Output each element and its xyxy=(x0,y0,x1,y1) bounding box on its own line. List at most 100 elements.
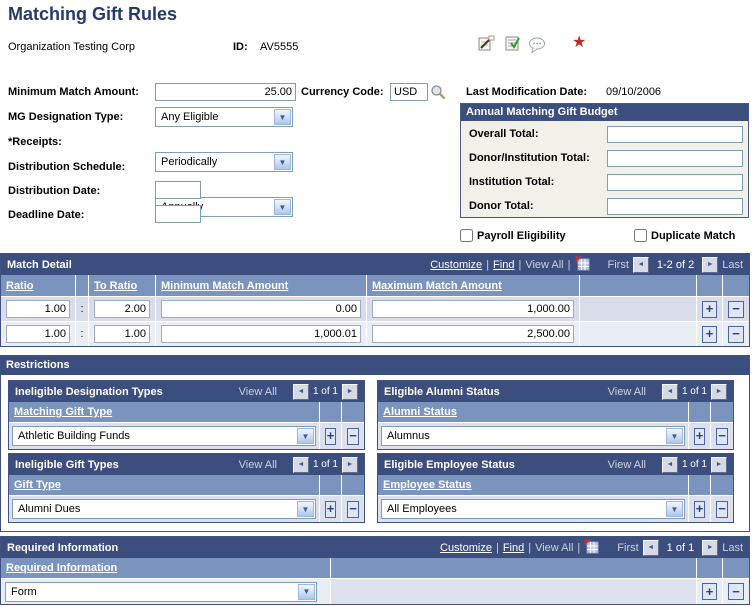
payroll-eligibility-checkbox[interactable] xyxy=(460,229,473,242)
next-page-icon[interactable]: ► xyxy=(702,539,719,556)
payroll-eligibility-label: Payroll Eligibility xyxy=(477,230,566,242)
delete-row-button[interactable]: − xyxy=(716,427,728,445)
overall-total-label: Overall Total: xyxy=(469,128,539,140)
note-edit-icon[interactable] xyxy=(477,34,496,56)
view-all-link[interactable]: View All xyxy=(607,385,646,398)
required-information-select[interactable]: Form ▼ xyxy=(5,581,317,602)
required-information-row: Form ▼ + − xyxy=(1,578,749,604)
institution-total-input[interactable] xyxy=(607,174,743,191)
customize-link[interactable]: Customize xyxy=(430,258,483,271)
delete-row-button[interactable]: − xyxy=(728,325,744,343)
matching-gift-type-select[interactable]: Athletic Building Funds ▼ xyxy=(12,426,316,446)
employee-status-select[interactable]: All Employees ▼ xyxy=(381,499,685,519)
min-match-column-header[interactable]: Minimum Match Amount xyxy=(161,279,289,292)
matching-gift-type-column-header[interactable]: Matching Gift Type xyxy=(14,406,113,418)
duplicate-match-checkbox[interactable] xyxy=(634,229,647,242)
download-grid-icon[interactable] xyxy=(584,539,599,557)
gift-type-column-header[interactable]: Gift Type xyxy=(14,479,61,491)
previous-page-icon[interactable]: ◄ xyxy=(642,539,659,556)
donor-total-label: Donor Total: xyxy=(469,200,534,212)
to-ratio-input[interactable] xyxy=(94,300,150,318)
required-information-value: Form xyxy=(11,585,37,598)
required-information-column-header[interactable]: Required Information xyxy=(6,562,118,574)
view-all-link[interactable]: View All xyxy=(238,458,277,471)
add-row-button[interactable]: + xyxy=(702,583,717,600)
alumni-status-select[interactable]: Alumnus ▼ xyxy=(381,426,685,446)
add-row-button[interactable]: + xyxy=(694,427,705,445)
last-link[interactable]: Last xyxy=(722,258,743,271)
grid-column-headers: Employee Status xyxy=(378,475,733,495)
to-ratio-column-header[interactable]: To Ratio xyxy=(94,279,138,292)
receipts-select[interactable]: Periodically ▼ xyxy=(155,152,293,172)
view-all-link[interactable]: View All xyxy=(238,385,277,398)
add-row-button[interactable]: + xyxy=(325,500,336,518)
previous-page-icon[interactable]: ◄ xyxy=(292,456,309,473)
page-title: Matching Gift Rules xyxy=(8,4,178,24)
next-page-icon[interactable]: ► xyxy=(702,256,719,273)
grid-column-headers: Alumni Status xyxy=(378,402,733,422)
first-link[interactable]: First xyxy=(617,541,639,554)
min-match-input[interactable] xyxy=(161,300,361,318)
grid-title: Eligible Alumni Status xyxy=(384,385,500,398)
ratio-input[interactable] xyxy=(6,300,70,318)
add-row-button[interactable]: + xyxy=(702,300,717,318)
minimum-match-amount-input[interactable] xyxy=(155,83,296,101)
deadline-date-input[interactable] xyxy=(155,205,201,223)
overall-total-input[interactable] xyxy=(607,126,743,143)
max-match-column-header[interactable]: Maximum Match Amount xyxy=(372,279,502,292)
eligible-alumni-status-grid: Eligible Alumni Status View All ◄ 1 of 1… xyxy=(377,380,734,450)
first-link[interactable]: First xyxy=(607,258,629,271)
match-detail-row: : + − xyxy=(1,321,749,346)
next-page-icon[interactable]: ► xyxy=(711,383,727,400)
max-match-input[interactable] xyxy=(372,300,574,318)
min-match-input[interactable] xyxy=(161,325,361,343)
customize-link[interactable]: Customize xyxy=(440,541,492,554)
next-page-icon[interactable]: ► xyxy=(342,383,358,400)
add-row-button[interactable]: + xyxy=(694,500,705,518)
view-all-link[interactable]: View All xyxy=(525,258,564,271)
previous-page-icon[interactable]: ◄ xyxy=(661,456,678,473)
favorite-star-icon[interactable]: ★ xyxy=(572,34,587,51)
previous-page-icon[interactable]: ◄ xyxy=(292,383,309,400)
gift-type-select[interactable]: Alumni Dues ▼ xyxy=(12,499,316,519)
download-grid-icon[interactable] xyxy=(575,256,590,274)
employee-status-column-header[interactable]: Employee Status xyxy=(383,479,472,491)
find-link[interactable]: Find xyxy=(502,541,525,554)
delete-row-button[interactable]: − xyxy=(716,500,728,518)
comment-icon[interactable] xyxy=(528,36,547,58)
to-ratio-input[interactable] xyxy=(94,325,150,343)
mg-designation-type-select[interactable]: Any Eligible ▼ xyxy=(155,107,293,127)
delete-row-button[interactable]: − xyxy=(347,427,359,445)
checklist-icon[interactable] xyxy=(503,34,522,56)
ratio-input[interactable] xyxy=(6,325,70,343)
add-row-button[interactable]: + xyxy=(702,325,717,343)
last-link[interactable]: Last xyxy=(722,541,743,554)
distribution-date-input[interactable] xyxy=(155,181,201,199)
find-link[interactable]: Find xyxy=(493,258,515,271)
previous-page-icon[interactable]: ◄ xyxy=(661,383,678,400)
add-row-button[interactable]: + xyxy=(325,427,336,445)
mg-designation-type-label: MG Designation Type: xyxy=(8,111,124,123)
currency-code-input[interactable] xyxy=(390,83,428,101)
donor-total-input[interactable] xyxy=(607,198,743,215)
next-page-icon[interactable]: ► xyxy=(342,456,358,473)
delete-row-button[interactable]: − xyxy=(728,300,744,318)
alumni-status-column-header[interactable]: Alumni Status xyxy=(383,406,457,418)
currency-lookup-magnifier-icon[interactable] xyxy=(430,84,446,103)
required-information-title: Required Information xyxy=(7,541,119,554)
view-all-link[interactable]: View All xyxy=(607,458,646,471)
mg-designation-type-value: Any Eligible xyxy=(161,111,219,123)
previous-page-icon[interactable]: ◄ xyxy=(632,256,649,273)
max-match-input[interactable] xyxy=(372,325,574,343)
separator: | xyxy=(577,541,581,554)
last-modification-date-label: Last Modification Date: xyxy=(466,86,588,98)
delete-row-button[interactable]: − xyxy=(347,500,359,518)
grid-title: Eligible Employee Status xyxy=(384,458,515,471)
delete-row-button[interactable]: − xyxy=(728,583,744,600)
ratio-column-header[interactable]: Ratio xyxy=(6,279,34,292)
alumni-status-value: Alumnus xyxy=(387,430,430,442)
view-all-link[interactable]: View All xyxy=(535,541,574,554)
grid-title: Ineligible Designation Types xyxy=(15,385,163,398)
next-page-icon[interactable]: ► xyxy=(711,456,727,473)
donor-institution-total-input[interactable] xyxy=(607,150,743,167)
